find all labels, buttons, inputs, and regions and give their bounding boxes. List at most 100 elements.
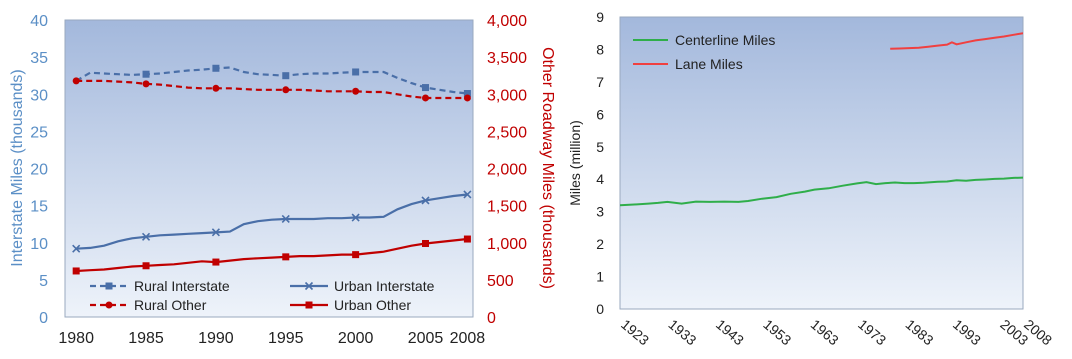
interstate-chart: 0 5 10 15 20 25 30 35 40 0 500 1,000 1,500 2,000 2,50… [9, 13, 556, 347]
legend-label: Urban Interstate [334, 278, 435, 294]
road-miles-chart: 0 1 2 3 4 5 6 7 8 9 1923 1933 1943 1953 1963 1973 1983 1… [567, 9, 1055, 348]
data-point-marker [352, 87, 360, 95]
series-line-4 [76, 237, 468, 273]
data-point-marker [352, 68, 360, 76]
y2-tick-label: 2,500 [487, 124, 527, 141]
legend-label: Centerline Miles [675, 32, 775, 48]
legend-label: Rural Interstate [134, 278, 230, 294]
legend-item-2: Lane Miles [633, 56, 743, 72]
x-tick-label: 1943 [713, 316, 747, 348]
x-tick-label: 1933 [665, 316, 699, 348]
plot-area-2 [619, 16, 1024, 310]
data-point-marker [282, 86, 290, 94]
y2-tick-label: 1,500 [487, 199, 527, 216]
data-point-marker [142, 262, 150, 270]
data-point-marker [142, 80, 150, 88]
y-tick-label: 2 [596, 236, 604, 252]
legend-2: Centerline Miles Lane Miles [633, 32, 775, 72]
y-tick-label: 25 [30, 124, 48, 141]
y2-tick-label: 1,000 [487, 236, 527, 253]
series-line-3 [76, 79, 468, 100]
x-tick-label: 1995 [268, 330, 304, 347]
y-tick-label: 30 [30, 87, 48, 104]
legend-label: Lane Miles [675, 56, 743, 72]
data-point-marker [463, 90, 471, 98]
y-tick-label: 3 [596, 204, 604, 220]
x-tick-label: 2008 [450, 330, 486, 347]
x-tick-label: 2005 [408, 330, 444, 347]
data-point-marker [72, 244, 81, 253]
data-point-marker [282, 72, 290, 80]
legend-item-1: Centerline Miles [633, 32, 775, 48]
x-tick-label: 1985 [128, 330, 164, 347]
series-lines-2 [620, 32, 1023, 207]
y2-tick-label: 3,000 [487, 87, 527, 104]
y-tick-label: 9 [596, 9, 604, 25]
series-markers-1 [72, 64, 472, 275]
data-point-marker [281, 214, 290, 224]
data-point-marker [141, 232, 151, 241]
data-point-marker [421, 84, 429, 92]
legend-1: Rural Interstate Urban Interstate Rural Ot… [90, 278, 435, 313]
x-tick-label: 1963 [808, 316, 842, 348]
series-line-2 [76, 193, 468, 250]
y-tick-label: 40 [30, 13, 48, 30]
x-tick-label: 1990 [198, 330, 234, 347]
right-axis-title: Other Roadway Miles (thousands) [539, 47, 556, 289]
legend-marker [305, 301, 313, 309]
data-point-marker [463, 190, 472, 199]
x-tick-label: 1993 [950, 316, 984, 348]
series-line-1 [75, 66, 468, 95]
data-point-marker [352, 251, 360, 259]
legend-label: Rural Other [134, 297, 207, 313]
y2-tick-label: 4,000 [487, 13, 527, 30]
x-tick-label: 2008 [1021, 316, 1055, 348]
data-point-marker [351, 213, 360, 222]
legend-item-4: Urban Other [290, 297, 411, 313]
y-tick-label: 20 [30, 162, 48, 179]
legend-item-1: Rural Interstate [90, 278, 230, 294]
data-point-marker [72, 267, 80, 275]
legend-marker [105, 301, 113, 309]
data-point-marker [282, 253, 290, 261]
y-axis-tick-labels-2: 0 1 2 3 4 5 6 7 8 9 [596, 9, 604, 317]
y-tick-label: 8 [596, 41, 604, 57]
x-tick-label: 2000 [338, 330, 374, 347]
x-tick-label: 1983 [903, 316, 937, 348]
legend-marker [105, 282, 113, 290]
series-line-2 [890, 32, 1023, 50]
left-axis-tick-labels: 0 5 10 15 20 25 30 35 40 [30, 13, 48, 327]
data-point-marker [463, 235, 471, 243]
data-point-marker [212, 258, 220, 266]
data-point-marker [72, 77, 80, 85]
y2-tick-label: 0 [487, 310, 496, 327]
series-lines-1 [75, 66, 468, 273]
legend-item-2: Urban Interstate [290, 278, 435, 294]
data-point-marker [212, 64, 220, 72]
y-tick-label: 7 [596, 74, 604, 90]
left-axis-title: Interstate Miles (thousands) [9, 69, 26, 266]
data-point-marker [463, 94, 471, 102]
y-tick-label: 6 [596, 106, 604, 122]
y-tick-label: 5 [596, 139, 604, 155]
y-axis-title-2: Miles (million) [567, 120, 583, 206]
data-point-marker [212, 84, 220, 92]
data-point-marker [421, 196, 430, 205]
right-axis-tick-labels: 0 500 1,000 1,500 2,000 2,500 3,000 3,500 4,000 [487, 13, 527, 327]
x-tick-label: 1953 [760, 316, 794, 348]
data-point-marker [211, 228, 220, 237]
data-point-marker [421, 239, 429, 247]
data-point-marker [421, 94, 429, 102]
y-tick-label: 35 [30, 50, 48, 67]
y-tick-label: 0 [39, 310, 48, 327]
plot-area-1 [64, 19, 474, 318]
x-tick-label: 1923 [618, 316, 652, 348]
y-tick-label: 10 [30, 236, 48, 253]
y2-tick-label: 3,500 [487, 50, 527, 67]
y2-tick-label: 2,000 [487, 162, 527, 179]
x-tick-label: 1980 [58, 330, 94, 347]
y-tick-label: 0 [596, 301, 604, 317]
y2-tick-label: 500 [487, 273, 514, 290]
